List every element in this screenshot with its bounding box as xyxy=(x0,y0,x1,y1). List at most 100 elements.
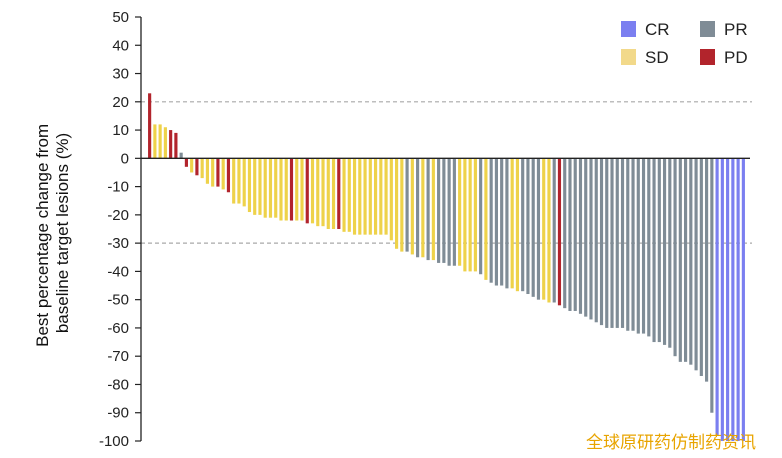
legend-swatch-pr xyxy=(700,21,715,37)
bar-45-sd xyxy=(379,158,383,235)
bar-21-sd xyxy=(253,158,257,215)
y-tick-label: -40 xyxy=(107,263,129,280)
bar-29-sd xyxy=(295,158,299,221)
legend-label-sd: SD xyxy=(645,48,669,67)
legend-label-pd: PD xyxy=(724,48,748,67)
bar-37-pd xyxy=(337,158,341,229)
bar-31-pd xyxy=(305,158,309,224)
bar-111-cr xyxy=(726,158,730,442)
bar-13-sd xyxy=(211,158,215,187)
bar-96-pr xyxy=(647,158,651,337)
bar-56-pr xyxy=(437,158,441,263)
bar-79-pd xyxy=(557,158,562,306)
legend-swatch-pd xyxy=(700,49,715,65)
y-tick-label: 30 xyxy=(112,66,129,83)
y-tick-label: -50 xyxy=(107,292,129,309)
y-axis xyxy=(140,17,750,441)
bar-18-sd xyxy=(237,158,241,204)
bar-100-pr xyxy=(668,158,672,348)
bar-2-sd xyxy=(153,124,157,159)
y-tick-label: -10 xyxy=(107,179,129,196)
bar-35-sd xyxy=(326,158,330,229)
bar-9-sd xyxy=(190,158,194,173)
bar-88-pr xyxy=(605,158,609,328)
bar-49-sd xyxy=(400,158,404,252)
bar-108-pr xyxy=(710,158,714,413)
bar-98-pr xyxy=(657,158,661,343)
bar-95-pr xyxy=(641,158,646,334)
bar-32-sd xyxy=(310,158,315,224)
bar-80-pr xyxy=(563,158,567,309)
bar-38-sd xyxy=(342,158,346,232)
bar-62-sd xyxy=(468,158,472,272)
bar-40-sd xyxy=(352,158,357,235)
bar-26-sd xyxy=(279,158,283,221)
bar-22-sd xyxy=(258,158,262,215)
reference-lines xyxy=(141,101,752,244)
bar-19-sd xyxy=(242,158,246,207)
y-axis-label: Best percentage change from baseline tar… xyxy=(33,119,72,347)
bar-77-sd xyxy=(547,158,551,303)
bar-53-sd xyxy=(421,158,425,258)
bar-10-pd xyxy=(195,158,199,176)
bar-50-pr xyxy=(405,158,409,252)
bar-57-pr xyxy=(442,158,446,263)
bar-42-sd xyxy=(363,158,367,235)
y-axis-label-line-2: baseline target lesions (%) xyxy=(53,133,72,333)
bar-112-cr xyxy=(731,158,735,442)
bar-99-pr xyxy=(662,158,667,345)
bar-3-sd xyxy=(158,124,162,159)
y-tick-label: 20 xyxy=(112,94,129,111)
bar-41-sd xyxy=(358,158,362,235)
bar-8-pd xyxy=(184,158,188,167)
bar-15-sd xyxy=(221,158,225,190)
bar-113-cr xyxy=(736,158,740,442)
bar-94-pr xyxy=(636,158,640,334)
bar-114-cr xyxy=(741,158,745,442)
bar-63-sd xyxy=(473,158,477,272)
legend-label-cr: CR xyxy=(645,20,670,39)
bar-87-pr xyxy=(599,158,604,326)
bar-20-sd xyxy=(247,158,252,213)
bar-97-pr xyxy=(652,158,656,343)
bar-25-sd xyxy=(274,158,278,218)
bar-66-pr xyxy=(489,158,493,283)
bar-85-pr xyxy=(589,158,593,320)
bar-78-pr xyxy=(552,158,556,303)
bar-67-pr xyxy=(494,158,498,286)
watermark-text: 全球原研药仿制药资讯 xyxy=(586,433,756,453)
bar-84-pr xyxy=(584,158,588,317)
bar-69-pr xyxy=(505,158,509,289)
bar-30-sd xyxy=(300,158,304,221)
bar-58-pr xyxy=(447,158,451,266)
bar-33-sd xyxy=(316,158,320,227)
bar-102-pr xyxy=(678,158,682,362)
bar-64-pr xyxy=(479,158,483,275)
bar-12-sd xyxy=(205,158,210,184)
bars xyxy=(148,93,745,442)
bar-4-sd xyxy=(163,127,167,159)
bar-6-pd xyxy=(174,132,178,159)
bar-61-sd xyxy=(463,158,467,272)
y-tick-label: -70 xyxy=(107,348,129,365)
y-tick-label: 40 xyxy=(112,37,129,54)
bar-16-pd xyxy=(226,158,231,193)
bar-44-sd xyxy=(373,158,378,235)
bar-11-sd xyxy=(200,158,204,179)
bar-89-pr xyxy=(610,158,614,328)
bar-73-pr xyxy=(526,158,530,295)
bar-104-pr xyxy=(689,158,693,365)
y-tick-label: -60 xyxy=(107,320,129,337)
bar-55-sd xyxy=(431,158,435,261)
bar-47-sd xyxy=(389,158,393,241)
bar-90-pr xyxy=(615,158,619,328)
bar-106-pr xyxy=(699,158,703,376)
bar-34-sd xyxy=(321,158,325,227)
bar-92-pr xyxy=(626,158,630,331)
bar-51-sd xyxy=(410,158,414,255)
y-ticks: 50 40 30 20 10 0 -10 -20 -30 -40 -50 -60 -70 -80 -90 -1… xyxy=(99,9,141,450)
bar-59-pr xyxy=(452,158,456,266)
bar-17-sd xyxy=(232,158,236,204)
y-tick-label: -90 xyxy=(107,405,129,422)
